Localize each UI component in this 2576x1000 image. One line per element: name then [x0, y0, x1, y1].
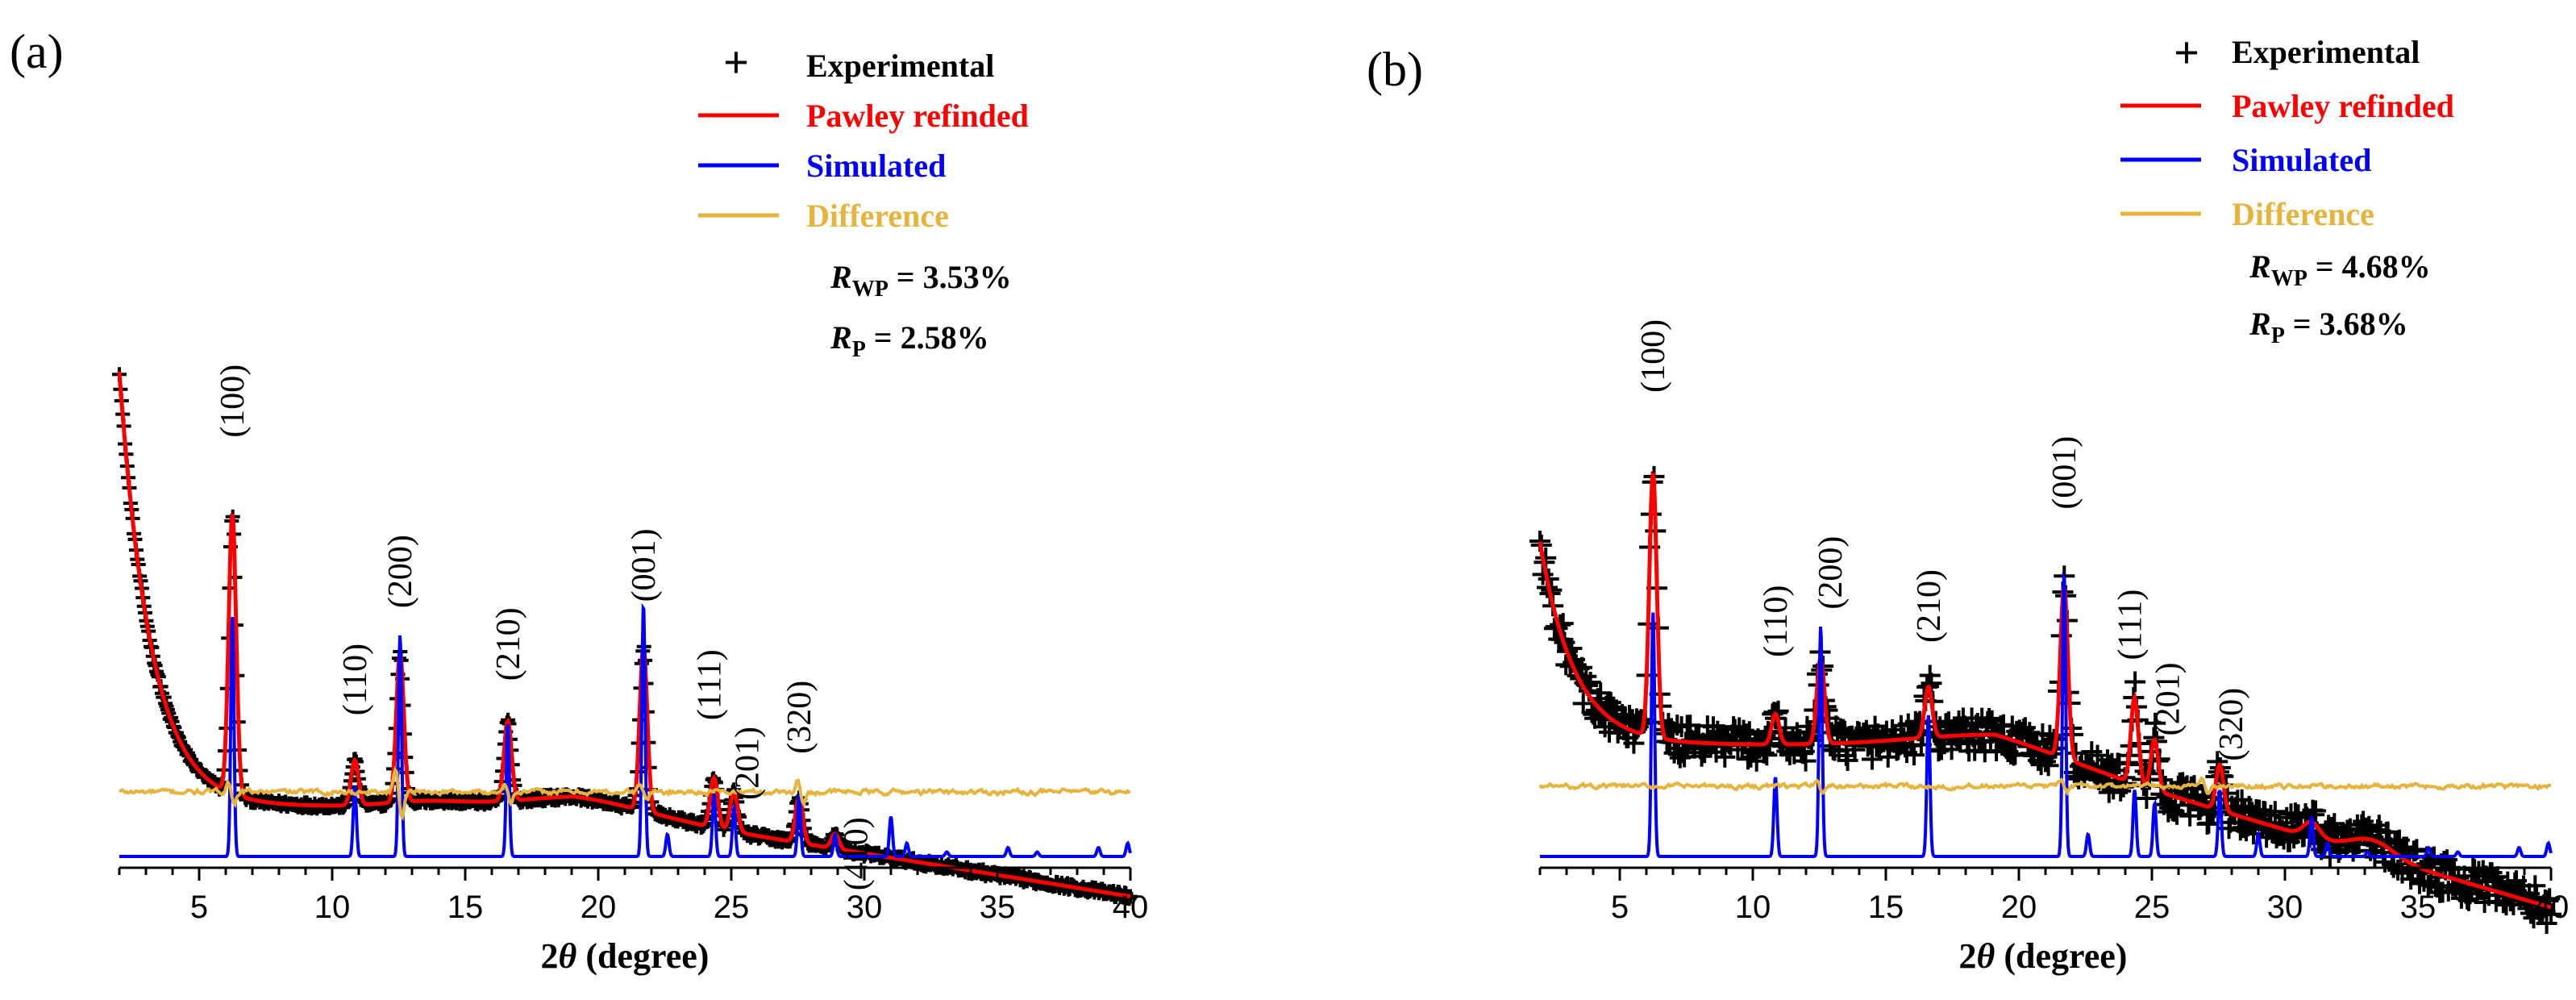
- hkl-label: (001): [2046, 436, 2083, 510]
- panel-b-label: (b): [1367, 43, 1423, 96]
- x-tick-label: 30: [847, 890, 883, 925]
- hkl-label: (201): [729, 727, 766, 800]
- legend-plus-icon: +: [723, 38, 749, 88]
- panel-b-legend-simulated: Simulated: [2232, 142, 2371, 178]
- x-tick-label: 40: [1113, 890, 1149, 925]
- panel-a-label: (a): [10, 25, 64, 78]
- panel-b: (b) (100)(110)(200) (210)(001)(111)(201)(…: [1367, 28, 2569, 976]
- hkl-label: (111): [2112, 590, 2149, 660]
- x-tick-label: 5: [1611, 890, 1629, 925]
- x-tick-label: 40: [2533, 890, 2570, 925]
- hkl-label: (110): [337, 644, 374, 715]
- hkl-label: (320): [2213, 688, 2250, 761]
- panel-a-data: [112, 367, 1138, 906]
- xrd-figure: (a) (100)(110)(200)(210)(001)(111)(201)(…: [0, 0, 2576, 1000]
- panel-b-rp: RP = 3.68%: [2249, 306, 2408, 348]
- hkl-label: (200): [382, 535, 419, 608]
- x-tick-label: 5: [190, 890, 208, 925]
- panel-a-rwp: RWP = 3.53%: [830, 259, 1012, 302]
- panel-a-rp: RP = 2.58%: [830, 319, 989, 362]
- legend-plus-icon: +: [2174, 28, 2199, 78]
- x-tick-label: 15: [447, 890, 484, 925]
- panel-b-data: [1529, 466, 2561, 934]
- panel-b-difference-series: [1540, 778, 2551, 794]
- x-tick-label: 30: [2267, 890, 2303, 925]
- panel-a-legend-pawley: Pawley refinded: [806, 98, 1029, 134]
- panel-b-legend-experimental: Experimental: [2232, 34, 2420, 70]
- panel-a-pawley-series: [119, 372, 1130, 897]
- x-tick-label: 25: [2134, 890, 2170, 925]
- hkl-label: (210): [490, 607, 527, 681]
- hkl-label: (001): [626, 528, 663, 602]
- x-tick-label: 20: [2001, 890, 2037, 925]
- panel-a: (a) (100) (110)(200) (210) (001) (111)(201) (…: [10, 25, 1148, 976]
- hkl-label: (100): [1635, 319, 1672, 393]
- panel-b-x-label: 2θ (degree): [1959, 936, 2128, 976]
- panel-b-x-ticks: 5 10 15 20 25 30 35 40: [1540, 868, 2569, 925]
- panel-a-legend-experimental: Experimental: [806, 48, 994, 84]
- panel-a-simulated-series: [119, 608, 1130, 856]
- panel-b-legend-difference: Difference: [2232, 196, 2374, 232]
- x-tick-label: 35: [980, 890, 1016, 925]
- panel-a-legend-simulated: Simulated: [806, 148, 946, 184]
- hkl-label: (111): [692, 649, 729, 720]
- panel-b-experimental-series: [1529, 466, 2561, 934]
- panel-b-legend: + Experimental Pawley refinded Simulated…: [2120, 28, 2454, 232]
- hkl-label: (200): [1812, 536, 1850, 610]
- panel-b-legend-pawley: Pawley refinded: [2232, 88, 2454, 124]
- hkl-label: (201): [2149, 662, 2187, 735]
- x-tick-label: 25: [714, 890, 750, 925]
- hkl-label: (210): [1911, 569, 1948, 643]
- x-tick-label: 15: [1868, 890, 1904, 925]
- panel-b-hkl-labels: (100) (110) (200) (210) (001) (111)(201) (320): [1635, 319, 2250, 761]
- hkl-label: (110): [1758, 585, 1795, 656]
- hkl-label: (410): [839, 817, 876, 890]
- x-tick-label: 10: [314, 890, 351, 925]
- hkl-label: (320): [781, 681, 818, 754]
- panel-a-legend: + Experimental Pawley refinded Simulated…: [698, 38, 1029, 234]
- panel-a-legend-difference: Difference: [806, 198, 949, 234]
- panel-a-x-label: 2θ (degree): [541, 936, 710, 976]
- x-tick-label: 35: [2400, 890, 2437, 925]
- x-tick-label: 10: [1735, 890, 1771, 925]
- x-tick-label: 20: [581, 890, 617, 925]
- panel-a-experimental-series: [112, 367, 1138, 906]
- hkl-label: (100): [214, 365, 252, 438]
- panel-b-rwp: RWP = 4.68%: [2249, 248, 2431, 291]
